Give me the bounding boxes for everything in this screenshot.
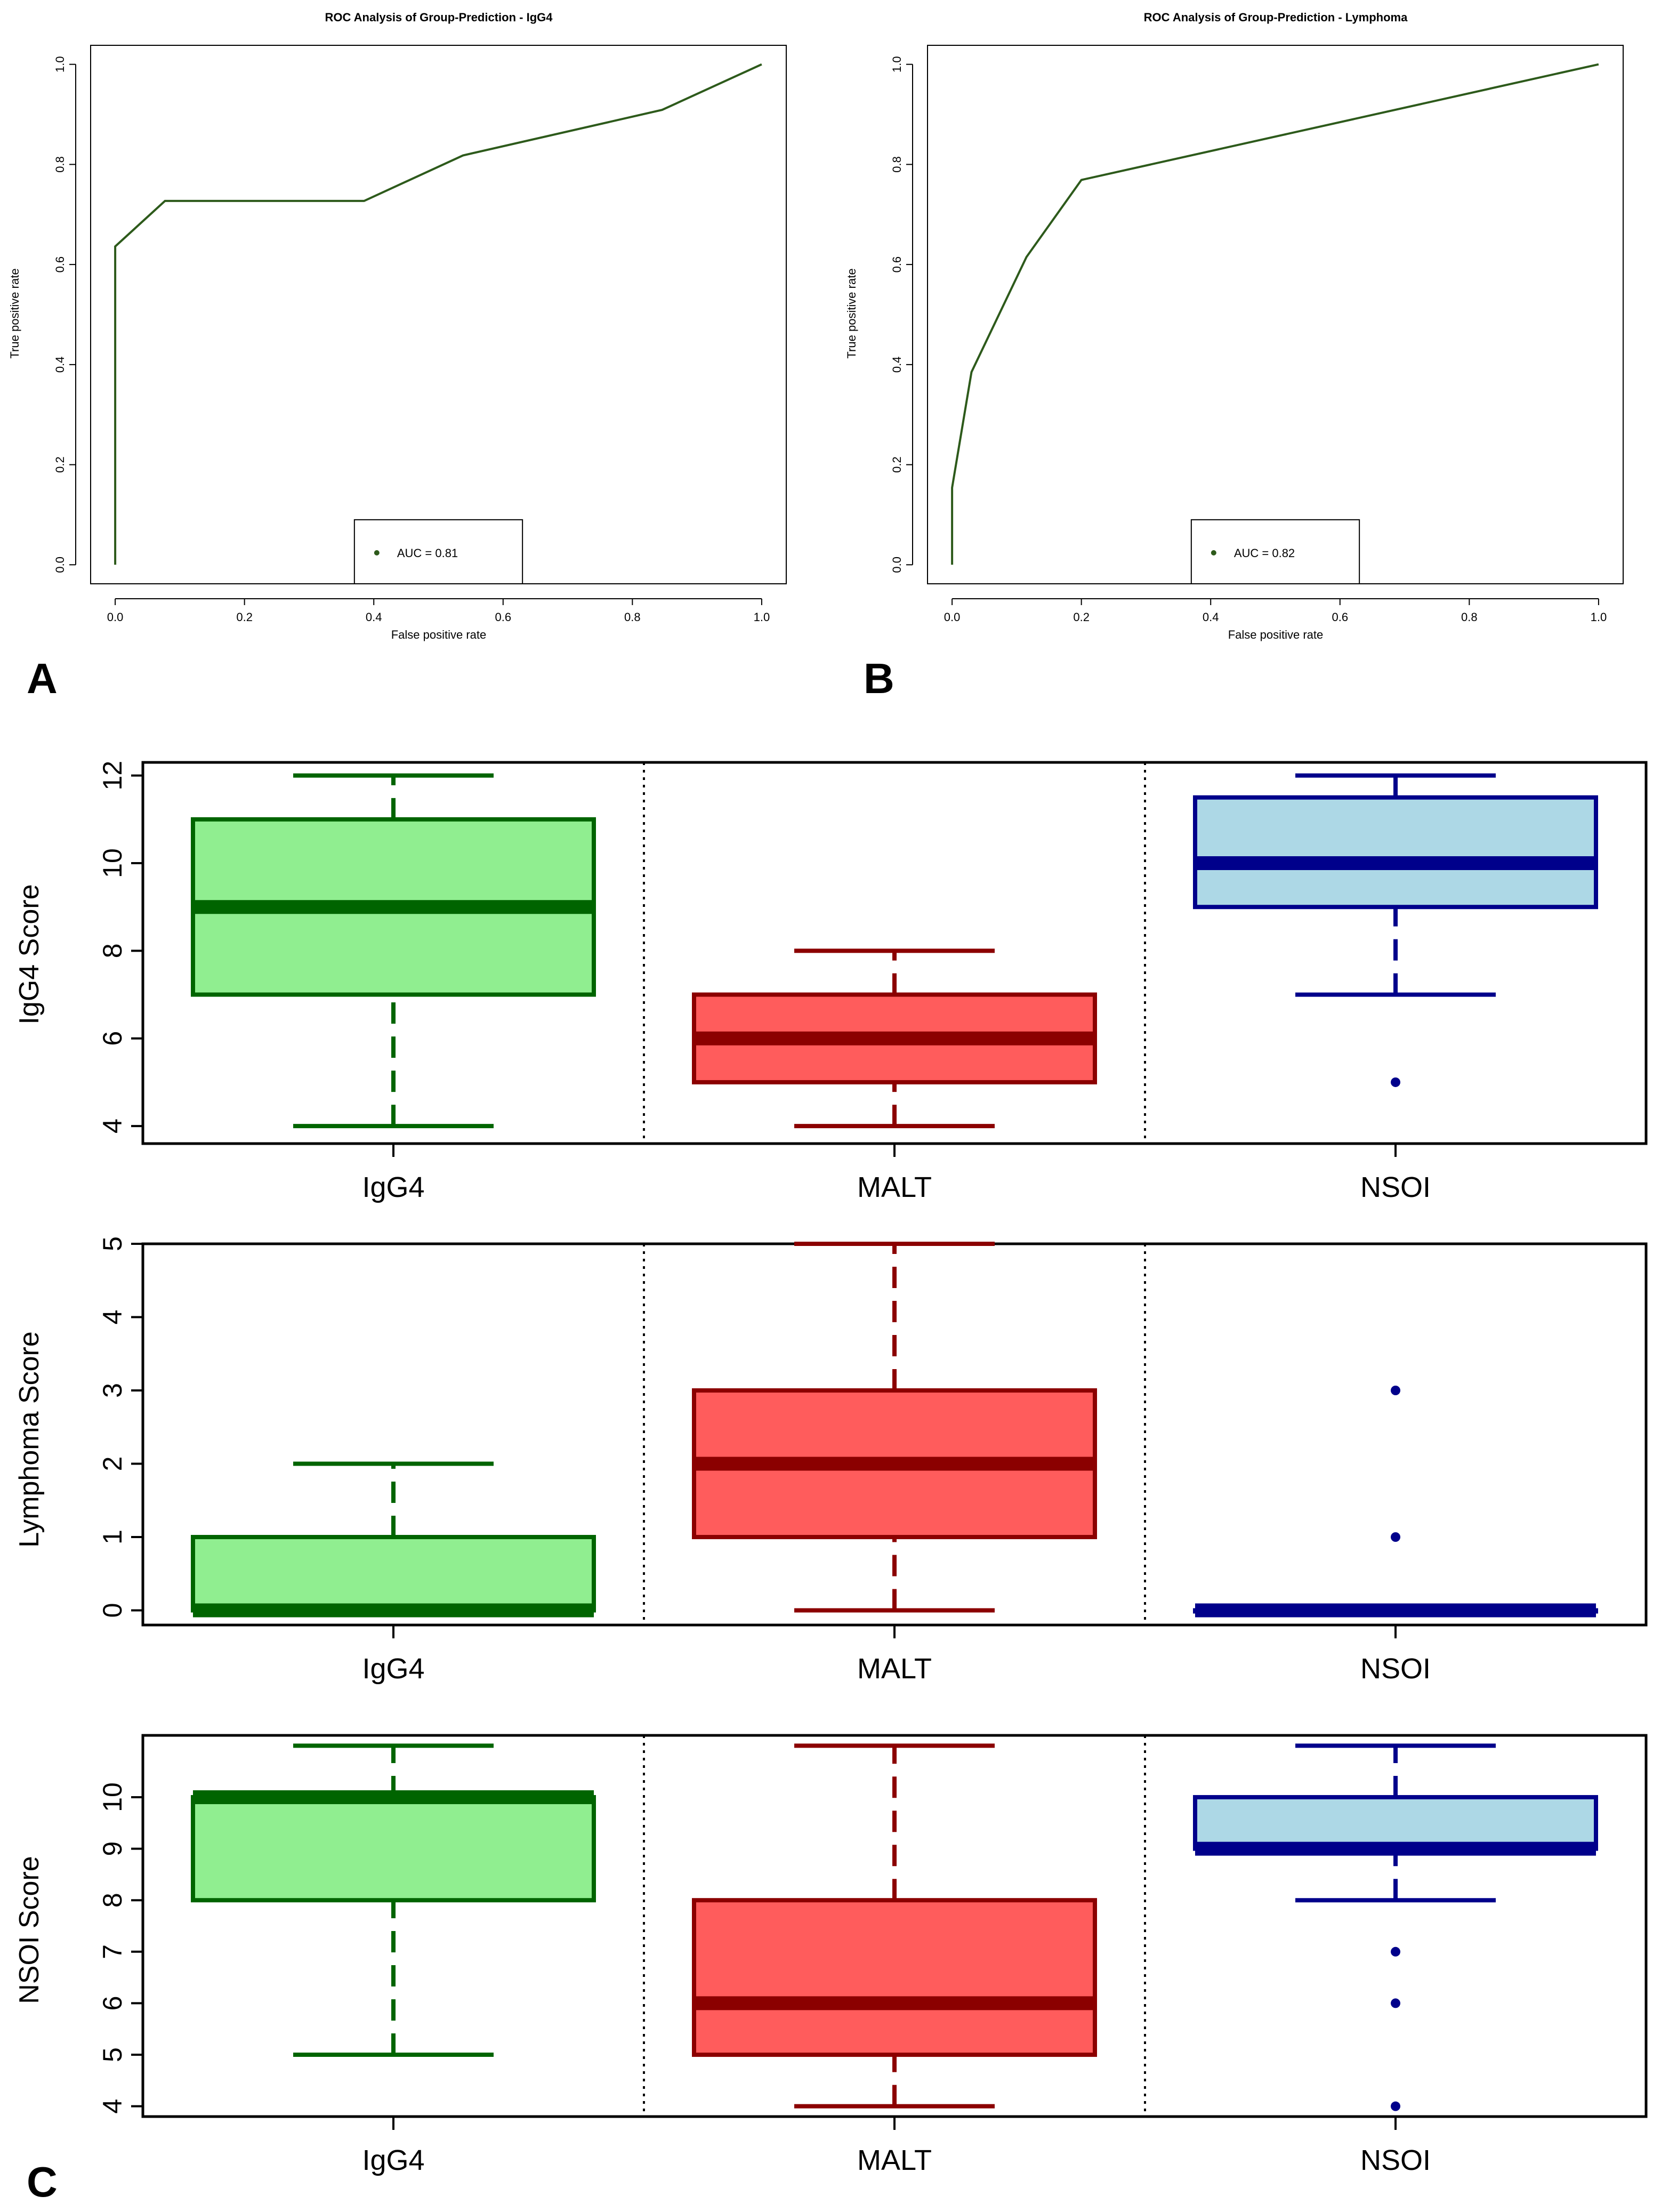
lymphoma-score-category-label: IgG4 (362, 1653, 424, 1685)
igg4-score-category-label: NSOI (1360, 1171, 1431, 1203)
nsoi-score-box-malt (692, 1898, 1097, 2057)
lymphoma-score-ylabel: Lymphoma Score (14, 1331, 45, 1548)
igg4-score-y-tick-label: 12 (98, 761, 127, 791)
roc-igg4-ylabel: True positive rate (8, 268, 21, 358)
roc-lymphoma-legend-marker (1211, 550, 1216, 556)
roc-lymphoma-x-tick-label: 0.8 (1461, 610, 1478, 624)
igg4-score-outlier-point (1391, 1077, 1400, 1087)
lymphoma-score-y-tick-label: 1 (98, 1530, 127, 1545)
roc-lymphoma-x-tick-label: 0.6 (1332, 610, 1348, 624)
nsoi-score-y-tick-label: 7 (98, 1944, 127, 1959)
lymphoma-score-y-tick-label: 2 (98, 1457, 127, 1471)
igg4-score-y-tick-label: 6 (98, 1031, 127, 1046)
nsoi-score-y-tick-label: 10 (98, 1782, 127, 1812)
roc-igg4-y-tick-label: 0.8 (53, 156, 67, 173)
nsoi-score-y-tick-label: 4 (98, 2099, 127, 2114)
lymphoma-score-outlier-point (1391, 1386, 1400, 1395)
roc-igg4-title: ROC Analysis of Group-Prediction - IgG4 (325, 11, 553, 24)
panel-label-c: C (27, 2158, 58, 2206)
roc-lymphoma-legend-box (1190, 519, 1360, 585)
igg4-score-category-label: MALT (857, 1171, 932, 1203)
roc-igg4-legend-label: AUC = 0.81 (397, 546, 458, 560)
roc-lymphoma-roc-curve (951, 63, 1599, 565)
roc-lymphoma-xlabel: False positive rate (1228, 628, 1324, 641)
lymphoma-score-y-tick-label: 4 (98, 1310, 127, 1325)
igg4-score-box-nsoi (1193, 795, 1598, 910)
roc-igg4-xlabel: False positive rate (391, 628, 487, 641)
roc-lymphoma-x-tick-label: 0.4 (1203, 610, 1219, 624)
roc-igg4-x-tick-label: 0.4 (366, 610, 382, 624)
lymphoma-score-y-tick-label: 0 (98, 1603, 127, 1618)
roc-chart-igg4: ROC Analysis of Group-Prediction - IgG4 … (8, 11, 787, 641)
nsoi-score-category-label: NSOI (1360, 2144, 1431, 2176)
nsoi-score-outlier-point (1391, 1946, 1400, 1957)
lymphoma-score-category-label: MALT (857, 1653, 932, 1685)
roc-igg4-y-tick-label: 0.6 (53, 256, 67, 273)
roc-igg4-roc-curve (114, 63, 762, 565)
lymphoma-score-outlier-point (1391, 1532, 1400, 1542)
boxplot-lymphoma-score: Lymphoma Score 0 1 2 3 4 5 IgG4 MALT NSOI (14, 1236, 1648, 1685)
boxplot-nsoi-score: NSOI Score 4 5 6 7 8 9 10 IgG4 MALT NSOI (14, 1734, 1648, 2176)
roc-lymphoma-y-tick-label: 0.4 (890, 357, 904, 373)
nsoi-score-y-tick-label: 9 (98, 1841, 127, 1856)
panel-label-a: A (27, 655, 58, 702)
nsoi-score-outlier-point (1391, 1998, 1400, 2008)
lymphoma-score-y-tick-label: 3 (98, 1383, 127, 1398)
roc-igg4-y-tick-label: 0.2 (53, 456, 67, 473)
roc-igg4-legend-marker (374, 550, 380, 556)
roc-lymphoma-x-tick-label: 1.0 (1591, 610, 1607, 624)
lymphoma-score-box-igg4 (191, 1535, 596, 1613)
roc-lymphoma-y-tick-label: 0.0 (890, 557, 904, 573)
roc-igg4-x-tick-label: 1.0 (754, 610, 770, 624)
igg4-score-ylabel: IgG4 Score (14, 884, 45, 1024)
roc-igg4-y-tick-label: 0.4 (53, 357, 67, 373)
nsoi-score-box-nsoi (1193, 1795, 1598, 1851)
roc-lymphoma-legend-label: AUC = 0.82 (1234, 546, 1295, 560)
nsoi-score-outlier-point (1391, 2101, 1400, 2111)
nsoi-score-category-label: MALT (857, 2144, 932, 2176)
panel-label-b: B (864, 655, 894, 702)
roc-igg4-x-tick-label: 0.2 (236, 610, 253, 624)
roc-igg4-legend-box (353, 519, 523, 585)
roc-lymphoma-x-tick-label: 0.0 (944, 610, 961, 624)
roc-igg4-x-tick-label: 0.8 (624, 610, 641, 624)
nsoi-score-y-tick-label: 6 (98, 1996, 127, 2011)
boxplot-igg4-score: IgG4 Score 4 6 8 10 12 IgG4 MALT NSOI (14, 761, 1648, 1203)
igg4-score-y-tick-label: 4 (98, 1119, 127, 1133)
nsoi-score-y-tick-label: 5 (98, 2047, 127, 2062)
roc-lymphoma-y-tick-label: 0.2 (890, 456, 904, 473)
lymphoma-score-y-tick-label: 5 (98, 1236, 127, 1251)
roc-igg4-x-tick-label: 0.0 (107, 610, 124, 624)
roc-lymphoma-y-tick-label: 0.8 (890, 156, 904, 173)
roc-igg4-plot-frame (90, 45, 787, 584)
roc-lymphoma-x-tick-label: 0.2 (1073, 610, 1090, 624)
nsoi-score-y-tick-label: 8 (98, 1893, 127, 1908)
roc-lymphoma-ylabel: True positive rate (845, 268, 858, 358)
roc-lymphoma-y-tick-label: 1.0 (890, 56, 904, 73)
nsoi-score-category-label: IgG4 (362, 2144, 424, 2176)
roc-igg4-x-tick-label: 0.6 (495, 610, 511, 624)
roc-chart-lymphoma: ROC Analysis of Group-Prediction - Lymph… (845, 11, 1624, 641)
roc-lymphoma-plot-frame (927, 45, 1624, 584)
roc-lymphoma-y-tick-label: 0.6 (890, 256, 904, 273)
nsoi-score-ylabel: NSOI Score (14, 1856, 45, 2004)
igg4-score-y-tick-label: 10 (98, 848, 127, 878)
roc-igg4-y-tick-label: 0.0 (53, 557, 67, 573)
lymphoma-score-category-label: NSOI (1360, 1653, 1431, 1685)
roc-igg4-y-tick-label: 1.0 (53, 56, 67, 73)
igg4-score-y-tick-label: 8 (98, 943, 127, 958)
igg4-score-category-label: IgG4 (362, 1171, 424, 1203)
roc-lymphoma-title: ROC Analysis of Group-Prediction - Lymph… (1144, 11, 1408, 24)
nsoi-score-box-igg4 (191, 1795, 596, 1903)
